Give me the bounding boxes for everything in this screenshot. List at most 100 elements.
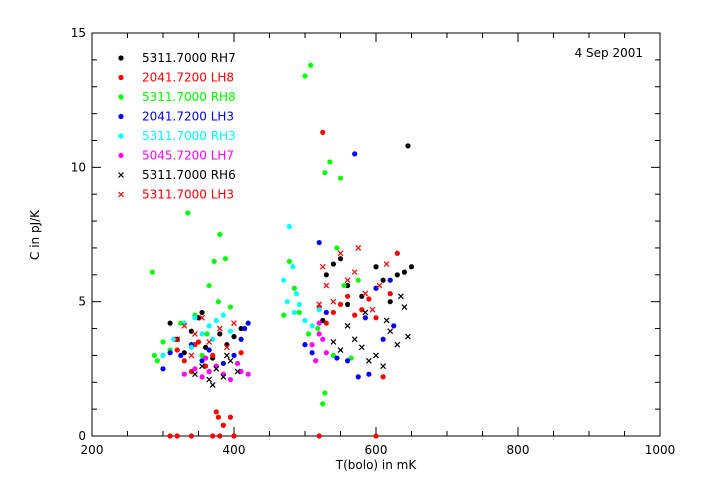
data-point — [316, 331, 322, 337]
data-point — [308, 62, 314, 68]
data-point — [373, 285, 379, 291]
data-point — [217, 231, 223, 238]
data-point — [394, 250, 400, 256]
series-3 — [149, 62, 361, 407]
data-point — [160, 366, 166, 372]
data-point — [366, 296, 372, 302]
x-marker-stroke — [206, 339, 213, 345]
data-point — [397, 293, 404, 300]
x-marker-stroke — [118, 191, 124, 198]
x-marker-stroke — [188, 352, 195, 359]
x-marker-stroke — [344, 277, 351, 284]
legend-entry: 2041.7200 LH8 — [118, 71, 234, 85]
legend-marker — [118, 152, 124, 159]
series-6 — [181, 320, 329, 383]
x-marker-stroke — [362, 309, 369, 316]
x-marker-stroke — [227, 357, 234, 364]
data-point — [224, 342, 230, 348]
data-point — [220, 312, 226, 318]
x-marker-stroke — [213, 365, 220, 372]
legend-entry: 5045.7200 LH7 — [118, 149, 234, 163]
data-points — [149, 62, 415, 439]
data-point — [351, 269, 358, 276]
x-marker-stroke — [223, 344, 230, 351]
data-point — [149, 269, 155, 275]
data-point — [231, 320, 237, 327]
data-point — [373, 433, 379, 439]
data-point — [309, 350, 315, 356]
series-7 — [192, 293, 411, 388]
tick-labels: 200 400 600 800 1000 0 5 10 15 — [71, 26, 676, 457]
x-marker-stroke — [365, 357, 372, 364]
data-point — [206, 347, 212, 353]
x-marker-stroke — [344, 322, 351, 329]
data-point — [291, 309, 297, 316]
x-marker-stroke — [337, 250, 344, 257]
data-point — [323, 282, 330, 289]
x-marker-stroke — [397, 293, 404, 300]
data-point — [337, 301, 344, 307]
data-point — [315, 325, 321, 332]
data-point — [408, 264, 415, 270]
data-point — [185, 210, 191, 216]
data-point — [387, 299, 393, 305]
data-point — [387, 277, 393, 283]
data-point — [188, 368, 194, 375]
data-point — [359, 307, 365, 313]
data-point — [160, 339, 166, 345]
data-point — [210, 352, 216, 358]
x-marker-stroke — [401, 304, 408, 310]
data-point — [211, 258, 217, 264]
data-point — [355, 374, 361, 380]
data-point — [327, 159, 333, 165]
data-point — [203, 344, 209, 350]
data-point — [213, 409, 219, 415]
data-point — [188, 433, 194, 439]
data-point — [151, 352, 158, 358]
legend-label: 5311.7000 RH6 — [142, 168, 236, 182]
x-marker-stroke — [369, 306, 376, 313]
data-point — [302, 73, 308, 79]
data-point — [217, 331, 223, 337]
legend-marker — [118, 133, 124, 139]
data-point — [222, 256, 229, 262]
x-tick-label: 400 — [223, 443, 246, 457]
y-tick-label: 10 — [71, 160, 86, 174]
data-point — [234, 368, 241, 375]
data-point — [220, 373, 227, 380]
data-point — [234, 360, 241, 367]
data-point — [320, 336, 326, 342]
x-marker-stroke — [330, 339, 337, 345]
x-marker-stroke — [234, 368, 241, 375]
data-point — [206, 323, 212, 329]
data-point — [366, 371, 372, 377]
data-point — [313, 358, 319, 364]
data-point — [322, 390, 328, 396]
data-point — [203, 355, 209, 361]
data-point — [231, 352, 237, 358]
data-point — [192, 330, 198, 337]
x-marker-stroke — [216, 325, 223, 332]
data-point — [316, 301, 323, 308]
data-point — [223, 352, 230, 359]
data-point — [373, 264, 379, 270]
x-marker-stroke — [231, 320, 237, 327]
data-point — [323, 309, 329, 316]
data-point — [330, 309, 336, 316]
data-point — [231, 433, 237, 439]
data-point — [401, 304, 408, 310]
data-point — [178, 352, 184, 358]
data-point — [355, 277, 361, 283]
data-point — [344, 322, 351, 329]
x-marker-stroke — [362, 290, 369, 297]
x-marker-stroke — [118, 172, 124, 178]
legend-marker — [118, 74, 124, 81]
y-axis-label: C in pJ/K — [28, 209, 42, 260]
x-marker-stroke — [351, 336, 358, 343]
x-tick-label: 1000 — [645, 443, 676, 457]
x-marker-stroke — [355, 245, 362, 251]
data-point — [358, 344, 365, 351]
data-point — [394, 341, 401, 348]
data-point — [316, 320, 322, 326]
